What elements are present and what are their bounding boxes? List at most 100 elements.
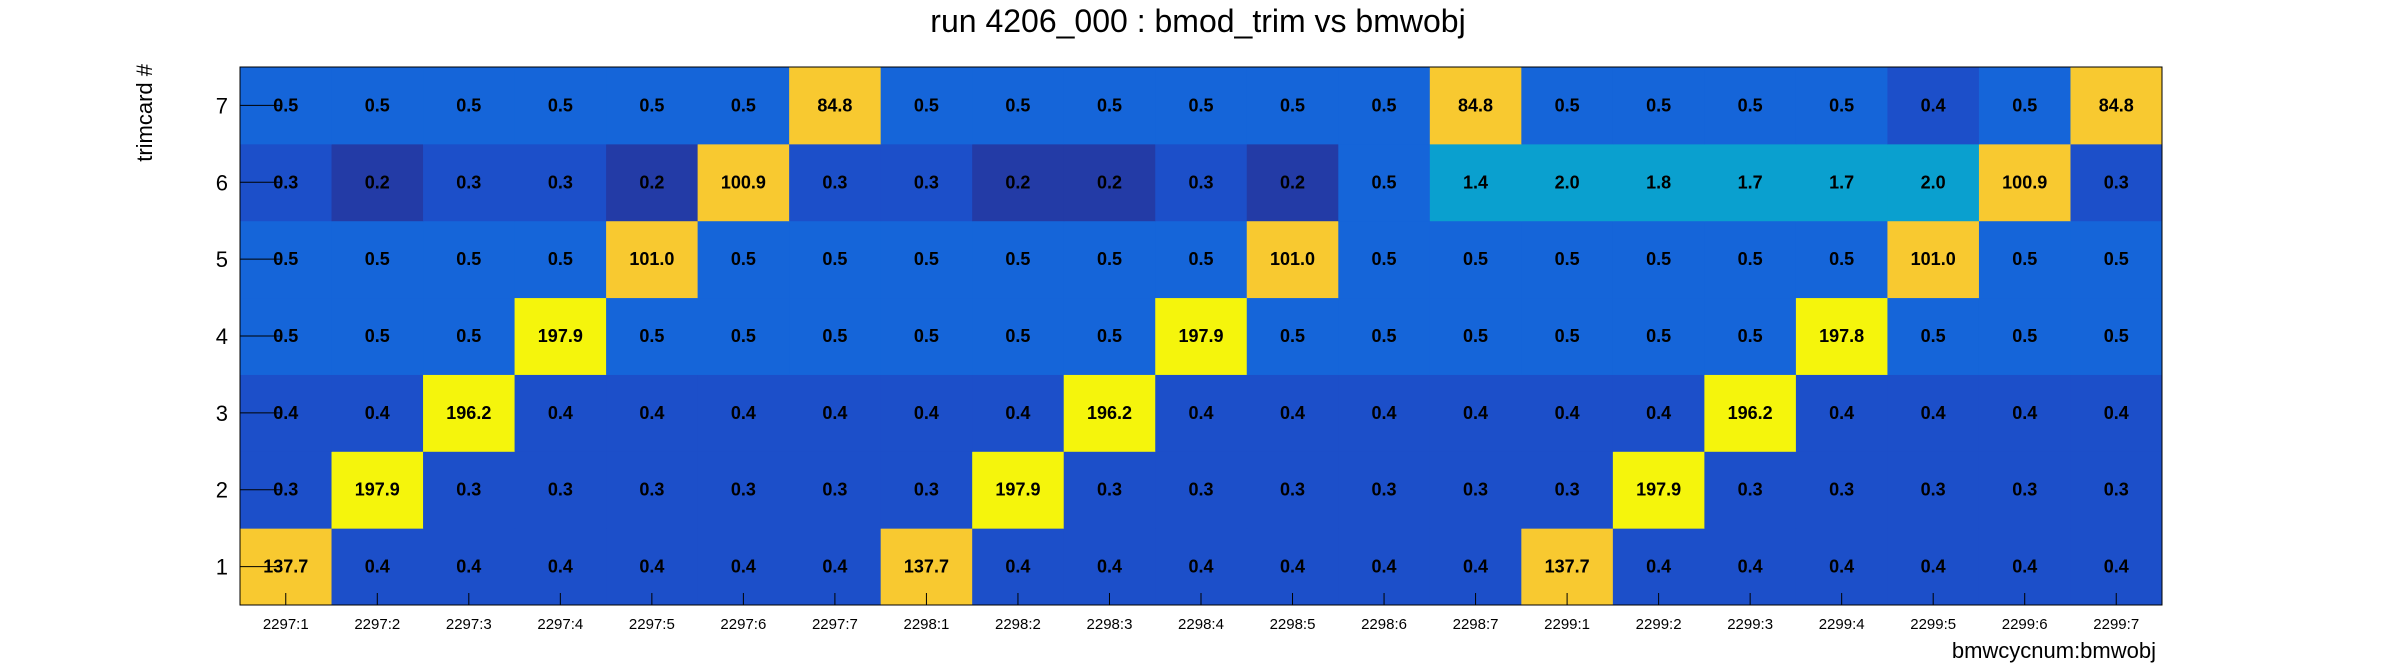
cell-value-label: 0.5	[1005, 326, 1030, 346]
cell-value-label: 137.7	[904, 557, 949, 577]
y-tick-label: 5	[216, 247, 228, 272]
cell-value-label: 0.3	[2104, 172, 2129, 192]
cell-value-label: 0.5	[1188, 249, 1213, 269]
heatmap-cell	[1063, 67, 1156, 145]
cell-value-label: 0.4	[914, 403, 939, 423]
heatmap-cell	[514, 528, 607, 606]
cell-value-label: 0.4	[1921, 95, 1946, 115]
heatmap-cell	[972, 67, 1065, 145]
heatmap-cell	[1795, 374, 1888, 452]
heatmap-cell	[1155, 220, 1248, 299]
heatmap-cell	[1704, 143, 1797, 222]
cell-value-label: 0.5	[1738, 95, 1763, 115]
heatmap-cell	[789, 143, 882, 222]
heatmap-cell	[1612, 528, 1705, 606]
cell-value-label: 0.4	[731, 557, 756, 577]
cell-value-label: 0.3	[2104, 480, 2129, 500]
heatmap-cell	[1338, 528, 1431, 606]
heatmap-cell	[1612, 374, 1705, 452]
heatmap-cell	[1429, 67, 1522, 145]
cell-value-label: 0.5	[548, 249, 573, 269]
cell-value-label: 197.9	[1178, 326, 1223, 346]
heatmap-cell	[1063, 528, 1156, 606]
heatmap-cell	[1521, 220, 1614, 299]
heatmap-cell	[1795, 451, 1888, 529]
cell-value-label: 0.5	[822, 249, 847, 269]
cell-value-label: 0.5	[1463, 326, 1488, 346]
heatmap-cell	[331, 143, 424, 222]
cell-value-label: 0.5	[365, 326, 390, 346]
cell-value-label: 1.7	[1738, 172, 1763, 192]
chart-title: run 4206_000 : bmod_trim vs bmwobj	[930, 3, 1465, 39]
heatmap-cell	[1704, 528, 1797, 606]
heatmap-cell	[1521, 143, 1614, 222]
cell-value-label: 0.5	[1372, 172, 1397, 192]
cell-value-label: 0.3	[914, 480, 939, 500]
cell-value-label: 0.5	[1829, 95, 1854, 115]
cell-value-label: 0.4	[639, 403, 664, 423]
cell-value-label: 0.4	[2012, 403, 2037, 423]
heatmap-cell	[1978, 374, 2071, 452]
cell-value-label: 0.4	[1005, 557, 1030, 577]
cell-value-label: 100.9	[2002, 172, 2047, 192]
heatmap-cell	[880, 374, 973, 452]
cell-value-label: 0.5	[365, 249, 390, 269]
cell-value-label: 0.5	[548, 95, 573, 115]
heatmap-cell	[2070, 67, 2163, 145]
heatmap-cell	[697, 374, 790, 452]
heatmap-cell	[789, 528, 882, 606]
heatmap-cell	[1795, 143, 1888, 222]
heatmap-cell	[1155, 374, 1248, 452]
cell-value-label: 196.2	[446, 403, 491, 423]
cell-value-label: 2.0	[1921, 172, 1946, 192]
cell-value-label: 0.3	[822, 172, 847, 192]
heatmap-cell	[423, 67, 516, 145]
heatmap-cell	[1429, 297, 1522, 375]
heatmap-cell	[1612, 67, 1705, 145]
cell-value-label: 0.4	[2012, 557, 2037, 577]
cell-value-label: 0.5	[2012, 249, 2037, 269]
cell-value-label: 0.3	[1463, 480, 1488, 500]
heatmap-cell	[1338, 297, 1431, 375]
heatmap-cell	[697, 67, 790, 145]
cell-value-label: 0.5	[1372, 326, 1397, 346]
cell-value-label: 0.5	[1646, 249, 1671, 269]
cell-value-label: 0.4	[1280, 557, 1305, 577]
cell-value-label: 0.4	[1280, 403, 1305, 423]
heatmap-cell	[423, 143, 516, 222]
heatmap-cell	[880, 220, 973, 299]
heatmap-cell	[423, 220, 516, 299]
cell-value-label: 0.5	[639, 326, 664, 346]
cell-value-label: 0.5	[731, 326, 756, 346]
x-tick-label: 2297:4	[537, 616, 583, 633]
heatmap-cell	[1704, 374, 1797, 452]
heatmap-cell	[1155, 67, 1248, 145]
x-tick-label: 2297:6	[720, 616, 766, 633]
heatmap-cell	[880, 451, 973, 529]
x-tick-label: 2299:5	[1910, 616, 1956, 633]
cell-value-label: 0.3	[1372, 480, 1397, 500]
y-tick-label: 2	[216, 478, 228, 503]
cell-value-label: 2.0	[1555, 172, 1580, 192]
heatmap-cell	[514, 143, 607, 222]
cell-value-label: 0.5	[273, 326, 298, 346]
cell-value-label: 0.4	[273, 403, 298, 423]
heatmap-cell	[1429, 528, 1522, 606]
cell-value-label: 196.2	[1728, 403, 1773, 423]
heatmap-cell	[697, 528, 790, 606]
heatmap-cell	[880, 143, 973, 222]
cell-value-label: 197.8	[1819, 326, 1864, 346]
heatmap-cell	[1246, 528, 1339, 606]
cell-value-label: 0.5	[2012, 326, 2037, 346]
cell-value-label: 0.3	[1188, 172, 1213, 192]
heatmap-cell	[1063, 374, 1156, 452]
cell-value-label: 0.4	[2104, 557, 2129, 577]
cell-value-label: 0.4	[822, 403, 847, 423]
x-tick-label: 2299:3	[1727, 616, 1773, 633]
heatmap-cell	[1338, 220, 1431, 299]
x-tick-label: 2297:1	[263, 616, 309, 633]
heatmap-cell	[789, 451, 882, 529]
heatmap-cell	[2070, 374, 2163, 452]
heatmap-cell	[697, 220, 790, 299]
x-tick-label: 2298:2	[995, 616, 1041, 633]
